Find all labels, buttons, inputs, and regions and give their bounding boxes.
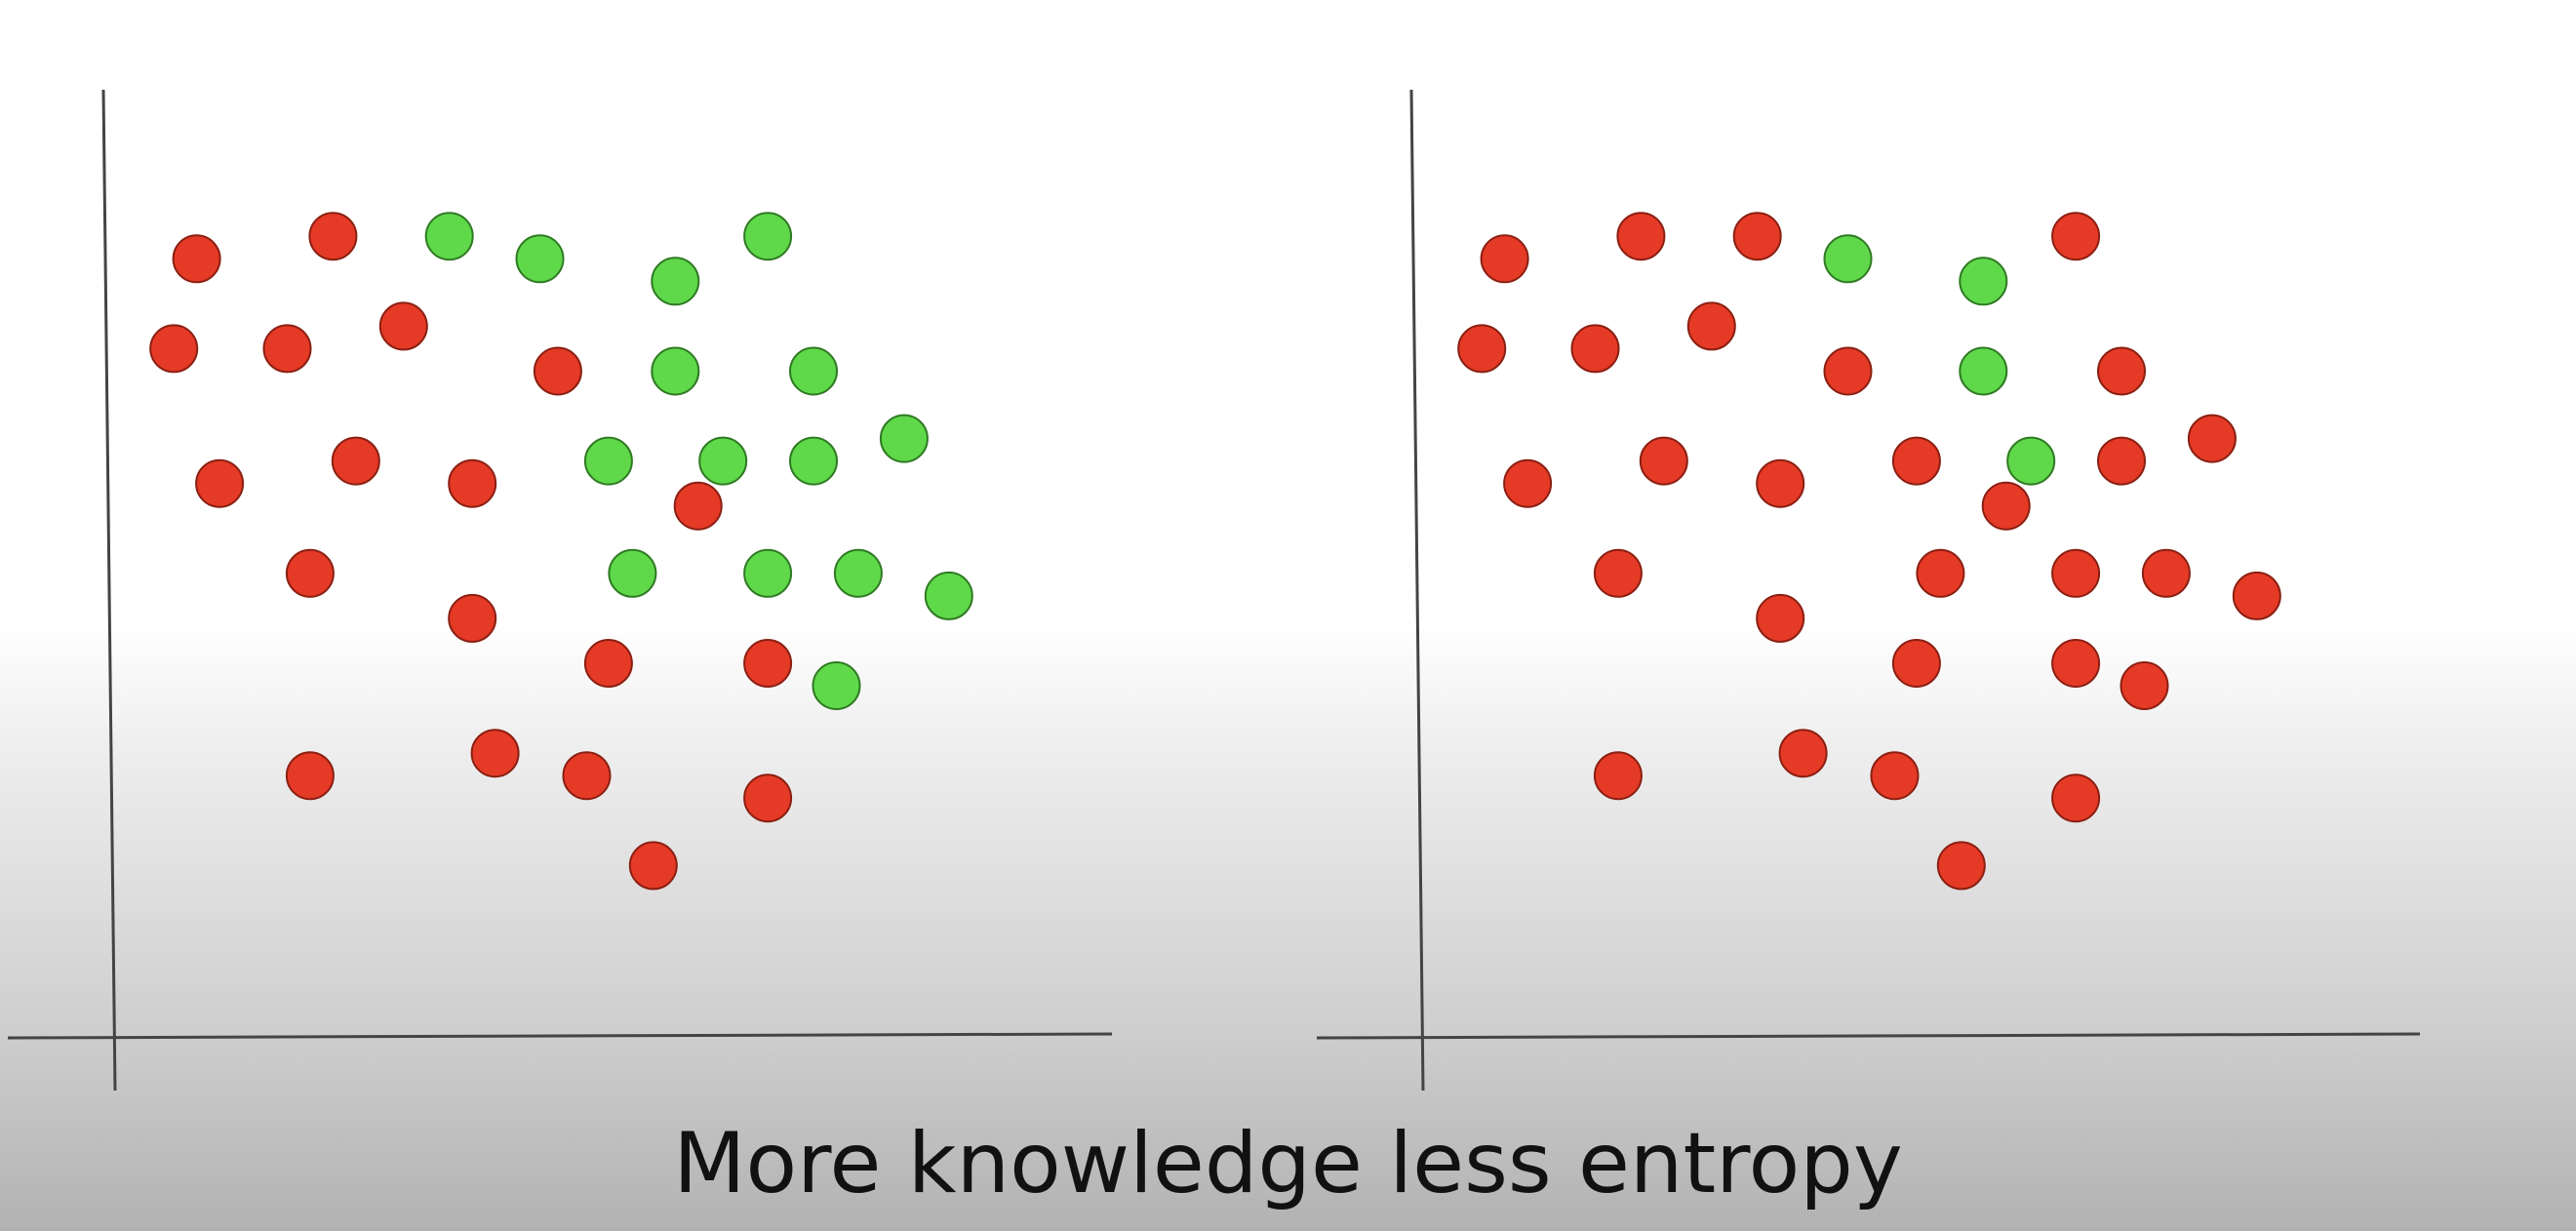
green-point bbox=[924, 571, 973, 620]
x-axis-right bbox=[1316, 1032, 2421, 1040]
red-point bbox=[2051, 774, 2101, 823]
x-axis-left bbox=[7, 1032, 1113, 1040]
red-point bbox=[2232, 571, 2281, 620]
green-point bbox=[515, 234, 565, 284]
red-point bbox=[448, 593, 497, 643]
red-point bbox=[1891, 639, 1941, 688]
red-point bbox=[470, 729, 520, 778]
red-point bbox=[1870, 751, 1920, 801]
red-point bbox=[285, 751, 335, 801]
red-point bbox=[2051, 212, 2101, 261]
green-point bbox=[651, 257, 700, 306]
red-point bbox=[743, 774, 793, 823]
red-point bbox=[1778, 729, 1828, 778]
green-point bbox=[651, 346, 700, 396]
red-point bbox=[1756, 593, 1805, 643]
red-point bbox=[331, 436, 380, 486]
green-point bbox=[789, 436, 838, 486]
red-point bbox=[1570, 324, 1620, 374]
red-point bbox=[378, 301, 428, 351]
red-point bbox=[2051, 548, 2101, 598]
y-axis-right bbox=[1409, 89, 1425, 1092]
red-point bbox=[285, 548, 335, 598]
red-point bbox=[149, 324, 199, 374]
red-point bbox=[1593, 548, 1643, 598]
red-point bbox=[262, 324, 312, 374]
green-point bbox=[833, 548, 883, 598]
green-point bbox=[1959, 346, 2008, 396]
green-point bbox=[789, 346, 838, 396]
green-point bbox=[812, 661, 861, 710]
red-point bbox=[1756, 458, 1805, 508]
slide-caption: More knowledge less entropy bbox=[673, 1115, 1903, 1212]
red-point bbox=[2141, 548, 2191, 598]
red-point bbox=[628, 841, 678, 891]
red-point bbox=[1686, 301, 1736, 351]
green-point bbox=[743, 212, 793, 261]
red-point bbox=[2187, 414, 2237, 463]
green-point bbox=[424, 212, 474, 261]
red-point bbox=[1823, 346, 1873, 396]
red-point bbox=[2051, 639, 2101, 688]
green-point bbox=[608, 548, 657, 598]
red-point bbox=[1891, 436, 1941, 486]
points-right bbox=[1457, 212, 2281, 891]
red-point bbox=[1936, 841, 1986, 891]
red-point bbox=[1480, 234, 1529, 284]
red-point bbox=[172, 234, 221, 284]
scatter-chart-left bbox=[7, 89, 1113, 1092]
points-left bbox=[149, 212, 973, 891]
red-point bbox=[1503, 458, 1553, 508]
red-point bbox=[1916, 548, 1965, 598]
red-point bbox=[1981, 481, 2031, 531]
green-point bbox=[1823, 234, 1873, 284]
red-point bbox=[533, 346, 582, 396]
green-point bbox=[2006, 436, 2056, 486]
red-point bbox=[2097, 346, 2146, 396]
green-point bbox=[879, 414, 929, 463]
red-point bbox=[2097, 436, 2146, 486]
red-point bbox=[743, 639, 793, 688]
red-point bbox=[1639, 436, 1688, 486]
red-point bbox=[2120, 661, 2169, 710]
red-point bbox=[1732, 212, 1782, 261]
red-point bbox=[1616, 212, 1666, 261]
y-axis-left bbox=[101, 89, 117, 1092]
red-point bbox=[195, 458, 245, 508]
red-point bbox=[1593, 751, 1643, 801]
scatter-chart-right bbox=[1316, 89, 2421, 1092]
green-point bbox=[1959, 257, 2008, 306]
red-point bbox=[673, 481, 723, 531]
red-point bbox=[1457, 324, 1507, 374]
red-point bbox=[562, 751, 612, 801]
green-point bbox=[743, 548, 793, 598]
red-point bbox=[308, 212, 358, 261]
red-point bbox=[448, 458, 497, 508]
red-point bbox=[583, 639, 633, 688]
green-point bbox=[583, 436, 633, 486]
green-point bbox=[698, 436, 748, 486]
